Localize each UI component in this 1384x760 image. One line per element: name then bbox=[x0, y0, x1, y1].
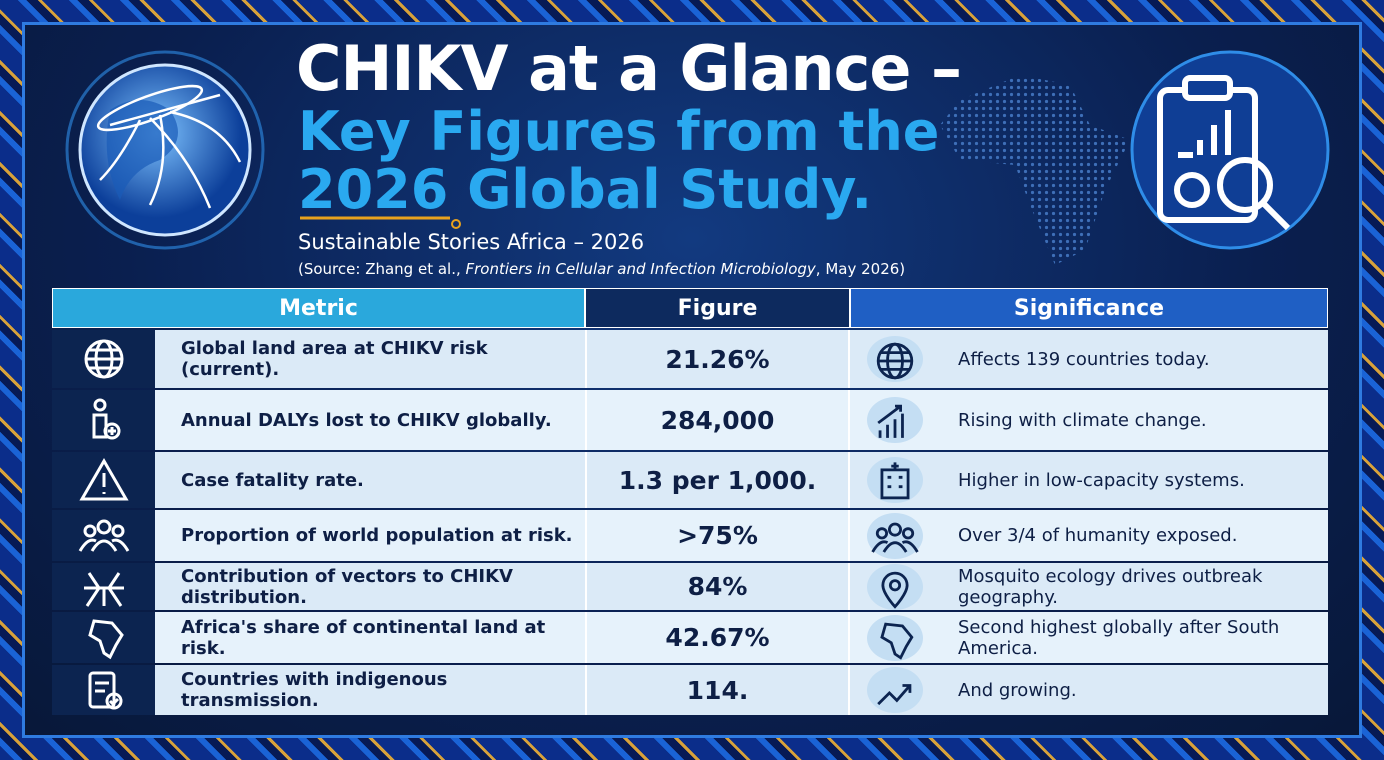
metric: Countries with indigenous transmission. bbox=[155, 665, 585, 715]
figure: 21.26% bbox=[585, 330, 850, 388]
significance-icon bbox=[850, 510, 940, 561]
significance: Mosquito ecology drives outbreak geograp… bbox=[940, 563, 1328, 610]
figure: 284,000 bbox=[585, 390, 850, 450]
title: Key Figures from the bbox=[298, 100, 940, 163]
figure: 1.3 per 1,000. bbox=[585, 452, 850, 508]
icon bbox=[880, 462, 910, 500]
icon bbox=[880, 622, 914, 660]
significance-icon bbox=[850, 330, 940, 388]
significance: Over 3/4 of humanity exposed. bbox=[940, 510, 1328, 561]
icon bbox=[876, 342, 914, 380]
significance: Second highest globally after South Amer… bbox=[940, 612, 1328, 663]
icon-cell bbox=[52, 390, 155, 450]
metric: Africa's share of continental land at ri… bbox=[155, 612, 585, 663]
significance-icon bbox=[850, 563, 940, 610]
significance-icon bbox=[850, 665, 940, 715]
icon bbox=[83, 572, 124, 607]
metric: Annual DALYs lost to CHIKV globally. bbox=[155, 390, 585, 450]
column-header: Metric bbox=[52, 288, 585, 328]
column-header: Significance bbox=[850, 288, 1328, 328]
icon bbox=[871, 522, 919, 553]
title: 2026 Global Study. bbox=[298, 158, 872, 221]
metric: Contribution of vectors to CHIKV distrib… bbox=[155, 563, 585, 610]
icon-cell bbox=[52, 510, 155, 561]
icon bbox=[877, 404, 904, 438]
icon bbox=[87, 618, 124, 659]
source: (Source: Zhang et al., Frontiers in Cell… bbox=[298, 260, 905, 278]
source-text: (Source: Zhang et al., bbox=[298, 260, 466, 278]
figure: 84% bbox=[585, 563, 850, 610]
figure: 42.67% bbox=[585, 612, 850, 663]
significance: And growing. bbox=[940, 665, 1328, 715]
subtitle: Sustainable Stories Africa – 2026 bbox=[298, 230, 645, 254]
decor bbox=[65, 50, 1330, 265]
icon bbox=[84, 339, 123, 379]
significance: Rising with climate change. bbox=[940, 390, 1328, 450]
metric: Case fatality rate. bbox=[155, 452, 585, 508]
icon bbox=[92, 398, 120, 440]
source-text: , May 2026) bbox=[815, 260, 906, 278]
significance: Higher in low-capacity systems. bbox=[940, 452, 1328, 508]
icon bbox=[877, 684, 912, 706]
icon-cell bbox=[52, 563, 155, 610]
icon bbox=[78, 519, 129, 552]
column-header: Figure bbox=[585, 288, 850, 328]
figure: 114. bbox=[585, 665, 850, 715]
icon bbox=[881, 571, 909, 609]
title: CHIKV at a Glance – bbox=[296, 32, 962, 105]
icon-cell bbox=[52, 612, 155, 663]
icon bbox=[88, 671, 122, 710]
icon bbox=[78, 458, 129, 501]
journal: Frontiers in Cellular and Infection Micr… bbox=[465, 260, 816, 278]
metric: Proportion of world population at risk. bbox=[155, 510, 585, 561]
icon-cell bbox=[52, 665, 155, 715]
icon-cell bbox=[52, 452, 155, 508]
significance: Affects 139 countries today. bbox=[940, 330, 1328, 388]
metric: Global land area at CHIKV risk (current)… bbox=[155, 330, 585, 388]
significance-icon bbox=[850, 452, 940, 508]
significance-icon bbox=[850, 390, 940, 450]
significance-icon bbox=[850, 612, 940, 663]
figure: >75% bbox=[585, 510, 850, 561]
icon-cell bbox=[52, 330, 155, 388]
